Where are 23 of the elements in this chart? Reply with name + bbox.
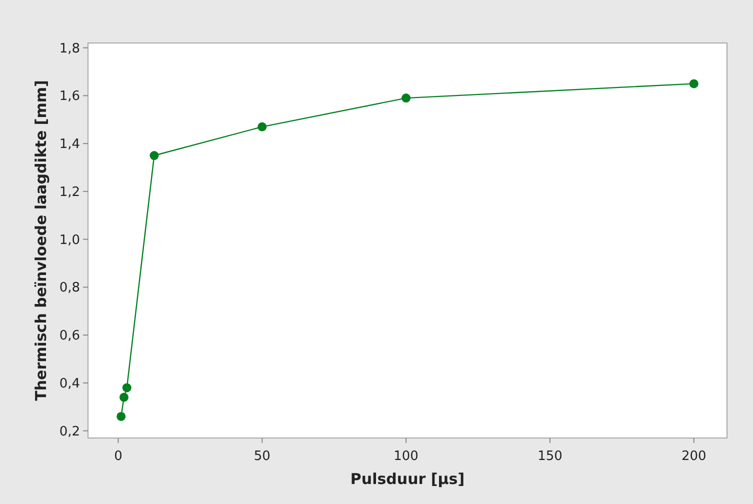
y-tick-label: 1,4: [59, 137, 80, 152]
y-tick-label: 1,2: [59, 184, 80, 200]
x-tick-label: 200: [681, 449, 706, 464]
x-tick-label: 100: [394, 449, 418, 464]
x-axis-title: Pulsduur [µs]: [350, 470, 465, 488]
y-tick-label: 1,6: [59, 89, 80, 104]
y-axis-title: Thermisch beïnvloede laagdikte [mm]: [32, 80, 50, 401]
y-tick-label: 1,8: [59, 41, 80, 56]
point: [119, 392, 128, 402]
x-tick-label: 0: [114, 449, 122, 464]
point: [258, 122, 267, 132]
y-tick-label: 0,2: [59, 424, 80, 440]
point: [116, 412, 126, 421]
y-tick-label: 0,8: [59, 280, 80, 296]
point: [689, 79, 698, 88]
x-tick-label: 150: [538, 449, 562, 464]
y-tick-label: 0,4: [59, 376, 80, 392]
point: [402, 94, 411, 103]
y-tick-label: 0,6: [59, 328, 80, 344]
point: [122, 383, 132, 392]
point: [150, 151, 159, 160]
x-tick-label: 50: [254, 449, 270, 464]
y-tick-label: 1,0: [59, 232, 80, 248]
